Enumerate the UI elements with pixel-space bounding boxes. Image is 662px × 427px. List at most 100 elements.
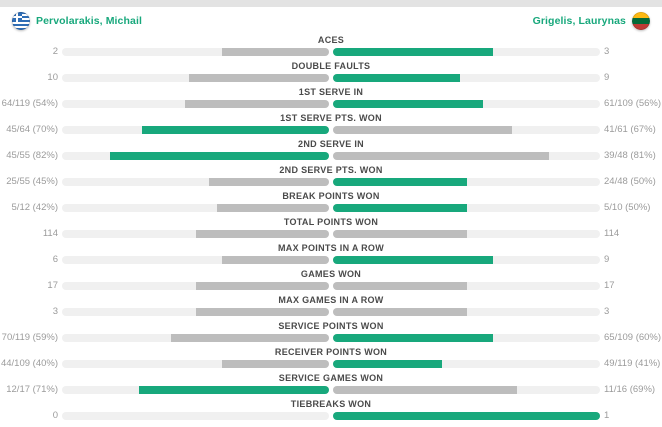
right-player-value: 61/109 (56%): [604, 98, 662, 109]
stat-bar-line: 17 17: [0, 280, 662, 291]
greece-flag-icon: [12, 12, 30, 30]
left-bar-fill: [142, 126, 329, 134]
stat-label: DOUBLE FAULTS: [291, 61, 371, 71]
right-player-value: 3: [604, 306, 610, 317]
stat-label: SERVICE GAMES WON: [278, 373, 384, 383]
right-bar-fill: [333, 178, 467, 186]
left-bar-track: [62, 48, 329, 56]
right-bar-track: [333, 74, 600, 82]
right-bar-track: [333, 230, 600, 238]
right-bar-track: [333, 334, 600, 342]
right-bar-track: [333, 204, 600, 212]
right-bar-fill: [333, 152, 550, 160]
right-player-value: 39/48 (81%): [604, 150, 656, 161]
stats-list: ACES 2 3 DOUBLE FAULTS 10 9 1ST SERVE IN: [0, 35, 662, 425]
left-player-value: 45/64 (70%): [6, 124, 58, 135]
stat-label: SERVICE POINTS WON: [278, 321, 384, 331]
left-bar-track: [62, 386, 329, 394]
left-bar-track: [62, 412, 329, 420]
left-bar-fill: [139, 386, 329, 394]
right-player-value: 17: [604, 280, 615, 291]
left-player-value: 44/109 (40%): [0, 358, 58, 369]
left-bar-track: [62, 308, 329, 316]
left-player-value: 12/17 (71%): [6, 384, 58, 395]
left-bar-track: [62, 334, 329, 342]
stat-row: DOUBLE FAULTS 10 9: [0, 61, 662, 87]
left-player-value: 70/119 (59%): [1, 332, 58, 343]
right-player: Grigelis, Laurynas: [533, 12, 650, 30]
left-bar-track: [62, 126, 329, 134]
left-bar-track: [62, 152, 329, 160]
stat-label: MAX GAMES IN A ROW: [278, 295, 384, 305]
left-player-value: 25/55 (45%): [6, 176, 58, 187]
right-bar-fill: [333, 48, 494, 56]
stat-row: 2ND SERVE PTS. WON 25/55 (45%) 24/48 (50…: [0, 165, 662, 191]
right-player-value: 3: [604, 46, 610, 57]
left-player-value: 17: [47, 280, 58, 291]
stat-bar-line: 6 9: [0, 254, 662, 265]
right-bar-fill: [333, 100, 483, 108]
stat-label: 2ND SERVE IN: [298, 139, 364, 149]
right-bar-track: [333, 152, 600, 160]
left-bar-fill: [171, 334, 329, 342]
right-bar-track: [333, 100, 600, 108]
right-player-value: 9: [604, 72, 610, 83]
left-player-value: 0: [52, 410, 58, 421]
stat-row: MAX GAMES IN A ROW 3 3: [0, 295, 662, 321]
stat-bar-line: 12/17 (71%) 11/16 (69%): [0, 384, 662, 395]
stat-label: RECEIVER POINTS WON: [274, 347, 388, 357]
stat-row: SERVICE POINTS WON 70/119 (59%) 65/109 (…: [0, 321, 662, 347]
right-bar-track: [333, 178, 600, 186]
left-player-name: Pervolarakis, Michail: [36, 15, 142, 27]
left-bar-track: [62, 204, 329, 212]
stat-label: MAX POINTS IN A ROW: [277, 243, 385, 253]
right-player-value: 24/48 (50%): [604, 176, 656, 187]
header: Pervolarakis, Michail Grigelis, Laurynas: [0, 7, 662, 32]
stat-bar-line: 45/55 (82%) 39/48 (81%): [0, 150, 662, 161]
stat-label: GAMES WON: [300, 269, 362, 279]
right-bar-fill: [333, 308, 467, 316]
right-bar-fill: [333, 334, 494, 342]
stat-bar-line: 45/64 (70%) 41/61 (67%): [0, 124, 662, 135]
stat-row: ACES 2 3: [0, 35, 662, 61]
left-player-value: 45/55 (82%): [6, 150, 58, 161]
stat-row: TOTAL POINTS WON 114 114: [0, 217, 662, 243]
left-player-value: 2: [52, 46, 58, 57]
stat-bar-line: 3 3: [0, 306, 662, 317]
left-bar-fill: [184, 100, 329, 108]
right-bar-track: [333, 308, 600, 316]
stat-row: SERVICE GAMES WON 12/17 (71%) 11/16 (69%…: [0, 373, 662, 399]
stat-bar-line: 114 114: [0, 229, 662, 239]
stat-label: TIEBREAKS WON: [290, 399, 372, 409]
right-player-value: 49/119 (41%): [604, 358, 661, 369]
left-bar-fill: [216, 204, 329, 212]
left-bar-track: [62, 178, 329, 186]
stat-bar-line: 64/119 (54%) 61/109 (56%): [0, 98, 662, 109]
right-bar-fill: [333, 282, 467, 290]
right-player-value: 5/10 (50%): [604, 202, 651, 213]
left-bar-fill: [195, 282, 329, 290]
right-player-value: 11/16 (69%): [604, 384, 656, 395]
left-bar-fill: [195, 308, 329, 316]
right-bar-track: [333, 256, 600, 264]
left-player-value: 64/119 (54%): [1, 98, 58, 109]
right-bar-track: [333, 126, 600, 134]
stat-bar-line: 0 1: [0, 410, 662, 421]
left-bar-fill: [222, 360, 329, 368]
left-player-value: 6: [52, 254, 58, 265]
top-band: [0, 0, 662, 7]
stat-bar-line: 25/55 (45%) 24/48 (50%): [0, 176, 662, 187]
stat-bar-line: 2 3: [0, 46, 662, 57]
left-bar-track: [62, 282, 329, 290]
left-bar-fill: [222, 256, 329, 264]
lithuania-flag-icon: [632, 12, 650, 30]
right-bar-fill: [333, 360, 443, 368]
stat-row: TIEBREAKS WON 0 1: [0, 399, 662, 425]
stat-label: 1ST SERVE PTS. WON: [280, 113, 382, 123]
left-bar-track: [62, 360, 329, 368]
right-player-value: 65/109 (60%): [604, 332, 662, 343]
left-player: Pervolarakis, Michail: [12, 12, 142, 30]
stat-bar-line: 10 9: [0, 72, 662, 83]
left-bar-fill: [208, 178, 329, 186]
